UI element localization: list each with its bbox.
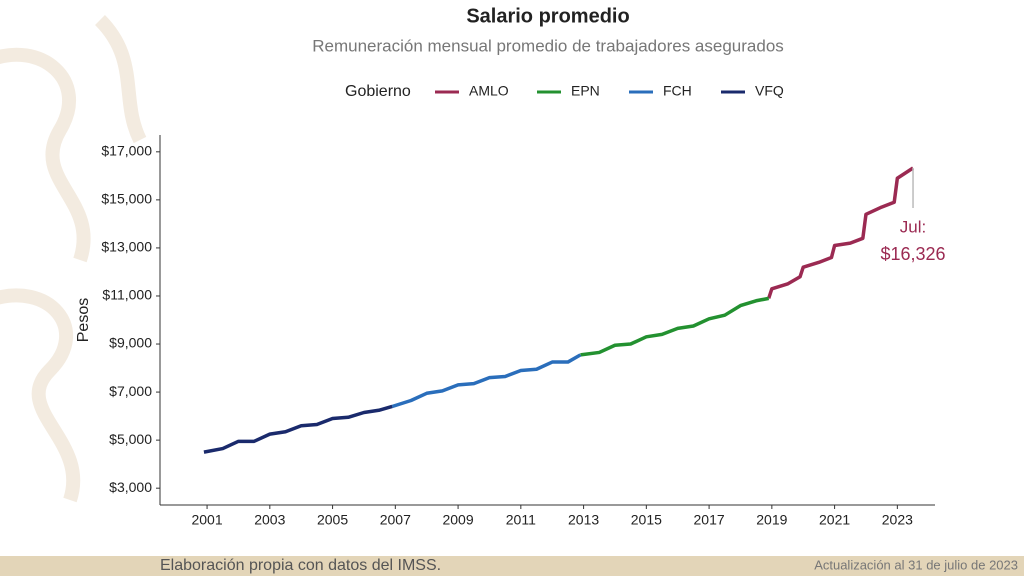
x-tick-label: 2019 <box>756 512 787 528</box>
background-pattern <box>0 15 147 503</box>
y-tick-label: $15,000 <box>101 191 152 207</box>
x-tick-label: 2007 <box>380 512 411 528</box>
legend-label: VFQ <box>755 83 784 99</box>
x-tick-label: 2015 <box>631 512 662 528</box>
annotation-month: Jul: <box>900 217 926 236</box>
legend-title: Gobierno <box>345 83 411 100</box>
legend-label: FCH <box>663 83 692 99</box>
x-tick-label: 2003 <box>254 512 285 528</box>
series-line <box>203 404 393 454</box>
x-tick-label: 2005 <box>317 512 348 528</box>
y-tick-label: $5,000 <box>109 431 152 447</box>
footer-updated: Actualización al 31 de julio de 2023 <box>814 557 1018 572</box>
y-tick-label: $9,000 <box>109 335 152 351</box>
footer-band <box>0 556 1024 576</box>
x-tick-label: 2013 <box>568 512 599 528</box>
y-tick-label: $11,000 <box>102 287 152 303</box>
x-tick-label: 2001 <box>191 512 222 528</box>
y-tick-label: $13,000 <box>101 239 152 255</box>
x-tick-label: 2017 <box>694 512 725 528</box>
y-tick-label: $3,000 <box>109 479 152 495</box>
pattern <box>0 47 91 263</box>
series-line <box>767 166 914 299</box>
chart-subtitle: Remuneración mensual promedio de trabaja… <box>312 36 784 55</box>
x-tick-label: 2009 <box>442 512 473 528</box>
series-line <box>391 353 582 409</box>
legend-label: EPN <box>571 83 600 99</box>
value-label: $16,326 <box>880 244 945 264</box>
y-tick-label: $17,000 <box>101 143 152 159</box>
footer-source: Elaboración propia con datos del IMSS. <box>160 557 441 574</box>
legend-label: AMLO <box>469 83 509 99</box>
chart-title: Salario promedio <box>466 5 629 27</box>
pattern <box>94 15 147 144</box>
pattern <box>0 288 81 503</box>
legend: AMLO EPN FCH VFQ <box>435 83 784 99</box>
y-tick-label: $7,000 <box>109 383 152 399</box>
x-tick-label: 2021 <box>819 512 850 528</box>
x-tick-label: 2011 <box>506 512 536 528</box>
x-tick-label: 2023 <box>882 512 913 528</box>
y-axis-label: Pesos <box>75 298 92 342</box>
series-line <box>580 296 770 357</box>
